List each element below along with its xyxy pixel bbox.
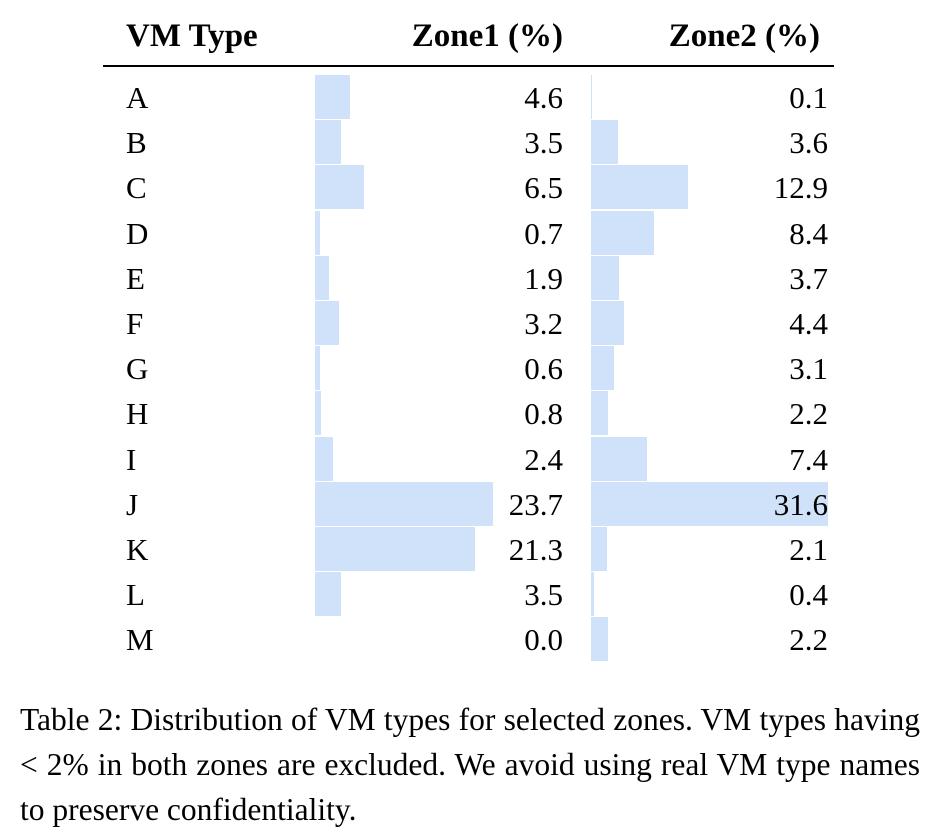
zone1-bar bbox=[315, 255, 330, 300]
zone2-bar bbox=[591, 481, 828, 526]
vm-type-cell: H bbox=[126, 396, 149, 432]
zone2-value: 8.4 bbox=[789, 215, 828, 251]
table-row: M 0.0 2.2 bbox=[0, 617, 941, 662]
header-vm-type: VM Type bbox=[126, 18, 258, 54]
zone1-bar bbox=[315, 436, 333, 481]
zone1-bar bbox=[315, 120, 342, 165]
table-row: F 3.2 4.4 bbox=[0, 300, 941, 346]
zone1-bar bbox=[315, 75, 350, 119]
zone1-value: 6.5 bbox=[524, 170, 563, 206]
zone1-value: 4.6 bbox=[524, 80, 563, 115]
vm-type-cell: D bbox=[126, 215, 149, 251]
vm-type-cell: K bbox=[126, 531, 149, 567]
vm-type-cell: M bbox=[126, 622, 154, 658]
zone2-value: 2.2 bbox=[789, 396, 828, 432]
zone1-value: 0.6 bbox=[524, 351, 563, 387]
zone2-bar bbox=[591, 617, 608, 662]
zone1-bar bbox=[315, 210, 321, 255]
zone2-bar bbox=[591, 255, 619, 300]
table-caption: Table 2: Distribution of VM types for se… bbox=[20, 702, 920, 827]
vm-type-cell: C bbox=[126, 170, 147, 206]
zone2-value: 0.4 bbox=[789, 577, 828, 613]
zone1-bar bbox=[315, 572, 342, 617]
zone1-bar bbox=[315, 300, 339, 345]
vm-type-cell: I bbox=[126, 441, 137, 477]
zone2-value: 7.4 bbox=[789, 441, 828, 477]
vm-type-cell: L bbox=[126, 577, 145, 613]
zone2-value: 3.1 bbox=[789, 351, 828, 387]
table-row: H 0.8 2.2 bbox=[0, 391, 941, 436]
table-row: D 0.7 8.4 bbox=[0, 210, 941, 256]
vm-type-cell: F bbox=[126, 305, 144, 341]
zone1-bar bbox=[315, 481, 493, 526]
zone1-bar bbox=[315, 526, 475, 571]
zone1-value: 21.3 bbox=[508, 531, 563, 567]
table-row: I 2.4 7.4 bbox=[0, 436, 941, 482]
zone2-value: 3.7 bbox=[789, 260, 828, 296]
table-row: A 4.6 0.1 bbox=[0, 75, 941, 120]
zone1-value: 0.0 bbox=[524, 622, 563, 658]
zone2-bar bbox=[591, 210, 654, 255]
zone2-bar bbox=[591, 300, 624, 345]
zone2-bar bbox=[591, 436, 647, 481]
zone1-value: 3.5 bbox=[524, 125, 563, 161]
zone2-value: 12.9 bbox=[773, 170, 828, 206]
zone2-bar bbox=[591, 346, 615, 391]
header-zone2: Zone2 (%) bbox=[668, 18, 820, 54]
zone2-bar bbox=[591, 75, 592, 119]
zone1-value: 1.9 bbox=[524, 260, 563, 296]
table-row: L 3.5 0.4 bbox=[0, 572, 941, 617]
zone2-value: 0.1 bbox=[789, 80, 828, 115]
table-body: A 4.6 0.1 B 3.5 3.6 C 6.5 12.9 D 0.7 8.4 E 1.9 3.7 F 3.2… bbox=[0, 75, 941, 662]
zone2-value: 31.6 bbox=[773, 486, 828, 522]
zone1-value: 3.2 bbox=[524, 305, 563, 341]
zone2-bar bbox=[591, 572, 594, 617]
zone2-bar bbox=[591, 120, 618, 165]
zone1-value: 3.5 bbox=[524, 577, 563, 613]
zone2-bar bbox=[591, 526, 607, 571]
zone1-value: 23.7 bbox=[508, 486, 563, 522]
vm-type-cell: G bbox=[126, 351, 149, 387]
header-rule bbox=[103, 65, 834, 67]
table-row: G 0.6 3.1 bbox=[0, 346, 941, 391]
zone1-value: 2.4 bbox=[524, 441, 563, 477]
header-zone1: Zone1 (%) bbox=[411, 18, 563, 54]
zone1-bar bbox=[315, 165, 364, 210]
table-row: K 21.3 2.1 bbox=[0, 526, 941, 572]
table-row: J 23.7 31.6 bbox=[0, 481, 941, 527]
zone2-value: 4.4 bbox=[789, 305, 828, 341]
vm-type-cell: B bbox=[126, 125, 147, 161]
zone2-value: 2.2 bbox=[789, 622, 828, 658]
zone1-bar bbox=[315, 391, 321, 436]
zone2-value: 2.1 bbox=[789, 531, 828, 567]
vm-type-cell: E bbox=[126, 260, 145, 296]
zone1-value: 0.8 bbox=[524, 396, 563, 432]
vm-type-cell: A bbox=[126, 80, 149, 115]
zone2-bar bbox=[591, 165, 688, 210]
vm-type-cell: J bbox=[126, 486, 139, 522]
zone1-value: 0.7 bbox=[524, 215, 563, 251]
table-row: E 1.9 3.7 bbox=[0, 255, 941, 301]
zone2-value: 3.6 bbox=[789, 125, 828, 161]
table-row: C 6.5 12.9 bbox=[0, 165, 941, 210]
table-row: B 3.5 3.6 bbox=[0, 120, 941, 165]
zone1-bar bbox=[315, 346, 320, 391]
zone2-bar bbox=[591, 391, 608, 436]
